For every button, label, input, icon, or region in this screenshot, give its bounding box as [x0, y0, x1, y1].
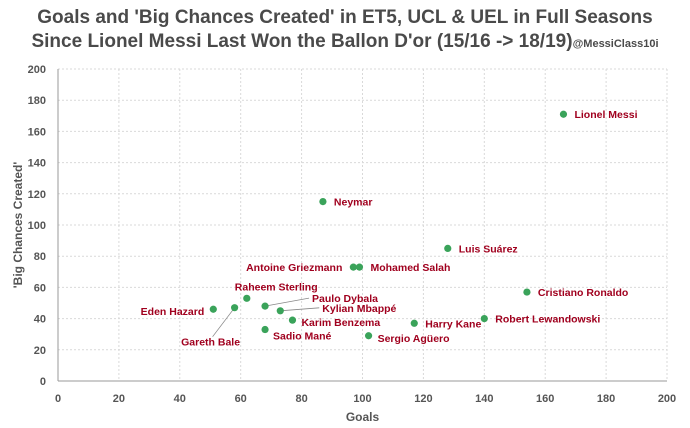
x-tick-label: 40: [174, 393, 186, 405]
point-karim-benzema: [288, 316, 297, 324]
y-axis-label: 'Big Chances Created': [11, 162, 25, 289]
leader-kylian-mbappe: [280, 307, 320, 312]
author-handle: @MessiClass10i: [572, 38, 659, 50]
point-cristiano-ronaldo: [523, 288, 531, 296]
y-tick-label: 160: [28, 126, 46, 138]
point-eden-hazard: [209, 305, 217, 313]
label-sadio-mane: Sadio Mané: [273, 331, 332, 343]
leader-paulo-dybala: [264, 297, 310, 307]
point-harry-kane: [410, 319, 418, 327]
x-tick-label: 140: [475, 393, 493, 405]
label-robert-lewandowski: Robert Lewandowski: [495, 314, 600, 326]
y-tick-label: 60: [34, 282, 46, 294]
chart-title-line2: Since Lionel Messi Last Won the Ballon D…: [31, 31, 573, 52]
x-tick-label: 20: [113, 393, 125, 405]
point-labels: Lionel Messi Neymar Luis Suárez Antoine Gri…: [141, 109, 638, 348]
label-karim-benzema: Karim Benzema: [301, 317, 380, 329]
leader-lines: [212, 297, 320, 337]
y-tick-label: 180: [28, 95, 46, 107]
data-points: [209, 110, 568, 340]
point-gareth-bale: [231, 304, 239, 312]
point-raheem-sterling: [243, 294, 251, 302]
x-tick-label: 0: [55, 393, 61, 405]
y-tick-label: 20: [34, 345, 46, 357]
x-tick-label: 200: [658, 393, 676, 405]
point-luis-suarez: [444, 244, 452, 252]
x-tick-label: 160: [536, 393, 554, 405]
grid-lines: [58, 68, 668, 381]
label-mohamed-salah: Mohamed Salah: [370, 262, 450, 274]
point-kylian-mbappe: [276, 307, 284, 315]
label-lionel-messi: Lionel Messi: [574, 109, 637, 121]
x-tick-label: 80: [295, 393, 307, 405]
label-gareth-bale: Gareth Bale: [181, 337, 240, 349]
y-tick-label: 0: [40, 376, 46, 388]
x-tick-label: 60: [235, 393, 247, 405]
label-luis-suarez: Luis Suárez: [459, 243, 518, 255]
label-neymar: Neymar: [334, 197, 373, 209]
point-paulo-dybala: [261, 302, 269, 310]
point-antoine-griezmann: [349, 263, 357, 271]
x-tick-label: 180: [597, 393, 615, 405]
label-sergio-aguero: Sergio Agüero: [378, 333, 450, 345]
x-tick-label: 100: [353, 393, 371, 405]
axes: 0 20 40 60 80 100 120 140 160 180 200 0 20 40 60 80 100 1…: [28, 64, 677, 405]
y-tick-label: 40: [34, 314, 46, 326]
point-lionel-messi: [559, 110, 568, 118]
chart-title-line1: Goals and 'Big Chances Created' in ET5, …: [37, 7, 653, 28]
label-antoine-griezmann: Antoine Griezmann: [246, 262, 342, 274]
leader-gareth-bale: [212, 307, 235, 337]
point-robert-lewandowski: [480, 315, 488, 323]
point-neymar: [319, 198, 327, 206]
y-tick-label: 100: [28, 220, 46, 232]
chart-title: Goals and 'Big Chances Created' in ET5, …: [0, 6, 690, 56]
label-cristiano-ronaldo: Cristiano Ronaldo: [538, 287, 628, 299]
label-eden-hazard: Eden Hazard: [141, 306, 205, 318]
y-tick-label: 120: [28, 189, 46, 201]
y-tick-label: 200: [28, 64, 46, 76]
label-kylian-mbappe: Kylian Mbappé: [322, 303, 396, 315]
label-harry-kane: Harry Kane: [425, 318, 481, 330]
point-sadio-mane: [261, 325, 269, 334]
point-mohamed-salah: [355, 263, 364, 271]
label-paulo-dybala: Paulo Dybala: [312, 293, 378, 305]
x-tick-label: 120: [414, 393, 432, 405]
point-sergio-aguero: [364, 332, 373, 340]
x-axis-label: Goals: [346, 410, 380, 424]
y-tick-label: 80: [34, 251, 46, 263]
label-raheem-sterling: Raheem Sterling: [235, 281, 318, 293]
y-tick-label: 140: [28, 158, 46, 170]
